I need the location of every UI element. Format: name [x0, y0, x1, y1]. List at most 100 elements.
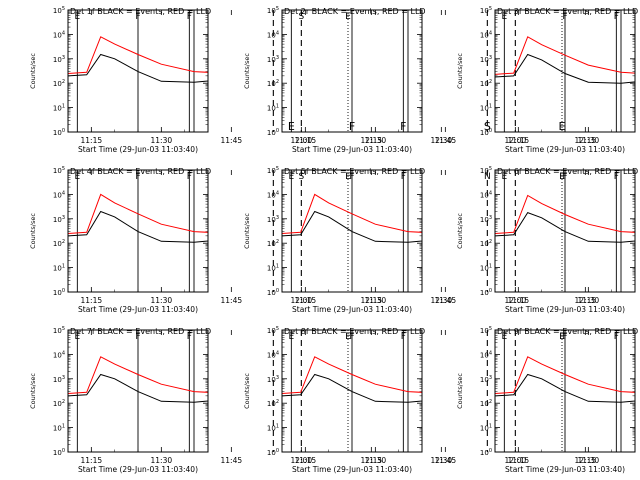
x-tick-label: 11:15: [508, 296, 530, 305]
detector-panel-1: 100 101 102 103 104 105 11:15 11:30 11:45 12:00 12…: [29, 6, 453, 154]
y-tick-label: 104: [267, 30, 279, 39]
y-tick-label: 100: [267, 448, 279, 457]
y-tick-label: 104: [480, 30, 492, 39]
marker-label: F: [187, 332, 192, 342]
marker-label: F: [614, 172, 619, 182]
series-line-events: [495, 373, 635, 403]
y-tick-label: 100: [267, 288, 279, 297]
detector-panel-7: 100 101 102 103 104 105 11:15 11:30 11:45 12:00 12…: [29, 326, 452, 474]
y-tick-label: 102: [53, 399, 65, 408]
series-line-lld: [68, 193, 208, 234]
y-tick-label: 101: [53, 424, 65, 433]
marker-label: S: [298, 172, 304, 182]
series-line-events: [68, 210, 208, 243]
marker-label: F: [135, 12, 140, 22]
series-line-events: [495, 53, 635, 84]
marker-label: E: [74, 12, 80, 22]
detector-panel-8: 100 101 102 103 104 105 11:15 11:30 11:45 12:00 12…: [243, 326, 596, 474]
marker-label: F: [401, 332, 406, 342]
plot-frame: [67, 9, 209, 133]
plot-frame: [281, 329, 423, 453]
plot-frame: [494, 169, 636, 293]
panel-title: Det 7f BLACK = Events, RED = LLD: [70, 327, 211, 336]
x-tick-label: 11:30: [365, 456, 387, 465]
x-tick-label: 11:15: [81, 296, 103, 305]
marker-label: E: [74, 332, 80, 342]
panel-title: Det 9f BLACK = Events, RED = LLD: [497, 327, 638, 336]
y-axis-label: Counts/sec: [243, 373, 251, 409]
y-tick-label: 103: [480, 55, 492, 64]
marker-label: E: [288, 332, 294, 342]
x-axis-label: Start Time (29-Jun-03 11:03:40): [292, 145, 412, 154]
series-line-events: [68, 373, 208, 403]
y-tick-label: 101: [267, 104, 279, 113]
marker-label: E: [501, 172, 507, 182]
marker-label: F: [349, 120, 355, 133]
series-line-lld: [282, 193, 422, 234]
x-tick-label: 12:00: [291, 456, 313, 465]
y-tick-label: 102: [480, 239, 492, 248]
plot-frame: [494, 329, 636, 453]
x-tick-label: 11:30: [578, 456, 600, 465]
y-tick-label: 103: [480, 215, 492, 224]
y-tick-label: 103: [267, 55, 279, 64]
y-tick-label: 100: [53, 448, 65, 457]
x-tick-label: 12:15: [361, 296, 383, 305]
marker-label: E: [345, 332, 351, 342]
y-tick-label: 100: [53, 288, 65, 297]
marker-label: F: [614, 12, 619, 22]
x-tick-label: 12:15: [361, 456, 383, 465]
marker-label: S: [484, 120, 491, 133]
x-tick-label: 11:45: [435, 456, 457, 465]
marker-label: F: [187, 172, 192, 182]
x-tick-label: 12:15: [361, 136, 383, 145]
y-tick-label: 101: [267, 424, 279, 433]
y-tick-label: 104: [53, 350, 65, 359]
series-line-lld: [68, 356, 208, 394]
series-line-lld: [495, 194, 635, 234]
y-tick-label: 105: [267, 326, 279, 335]
marker-label: E: [74, 172, 80, 182]
y-tick-label: 105: [53, 166, 65, 175]
marker-label: E: [559, 120, 566, 133]
y-tick-label: 104: [53, 190, 65, 199]
detector-panel-6: 10010110210310410511:1511:3011:4512:0012…: [456, 166, 638, 314]
marker-label: F: [400, 120, 406, 133]
y-tick-label: 104: [480, 190, 492, 199]
y-tick-label: 100: [480, 448, 492, 457]
x-tick-label: 12:15: [575, 136, 597, 145]
marker-label: E: [288, 172, 294, 182]
y-axis-label: Counts/sec: [243, 53, 251, 89]
y-tick-label: 103: [53, 215, 65, 224]
panel-title: Det 2r BLACK = Events, RED = LLD: [284, 7, 426, 16]
y-tick-label: 101: [53, 104, 65, 113]
x-tick-label: 11:15: [295, 136, 317, 145]
y-tick-label: 104: [480, 350, 492, 359]
x-tick-label: 12:00: [291, 136, 313, 145]
marker-label: E: [501, 332, 507, 342]
marker-label: F: [135, 172, 140, 182]
series-line-events: [495, 211, 635, 243]
y-tick-label: 105: [53, 6, 65, 15]
x-tick-label: 11:45: [221, 136, 243, 145]
y-tick-label: 100: [480, 288, 492, 297]
series-line-events: [282, 373, 422, 403]
y-tick-label: 102: [480, 79, 492, 88]
x-tick-label: 11:30: [365, 136, 387, 145]
x-tick-label: 12:15: [575, 296, 597, 305]
x-tick-label: 12:30: [431, 136, 453, 145]
y-tick-label: 104: [267, 190, 279, 199]
panel-title: Det 8f BLACK = Events, RED = LLD: [284, 327, 425, 336]
panel-title: Det 3f BLACK = Events, RED = LLD: [497, 7, 638, 16]
marker-label: F: [187, 12, 192, 22]
x-tick-label: 11:30: [365, 296, 387, 305]
y-axis-label: Counts/sec: [29, 373, 37, 409]
y-axis-label: Counts/sec: [456, 213, 464, 249]
marker-label: E: [559, 172, 565, 182]
x-tick-label: 11:30: [151, 456, 173, 465]
y-axis-label: Counts/sec: [243, 213, 251, 249]
x-axis-label: Start Time (29-Jun-03 11:03:40): [292, 465, 412, 474]
plot-frame: [281, 169, 423, 293]
x-tick-label: 12:00: [505, 296, 527, 305]
